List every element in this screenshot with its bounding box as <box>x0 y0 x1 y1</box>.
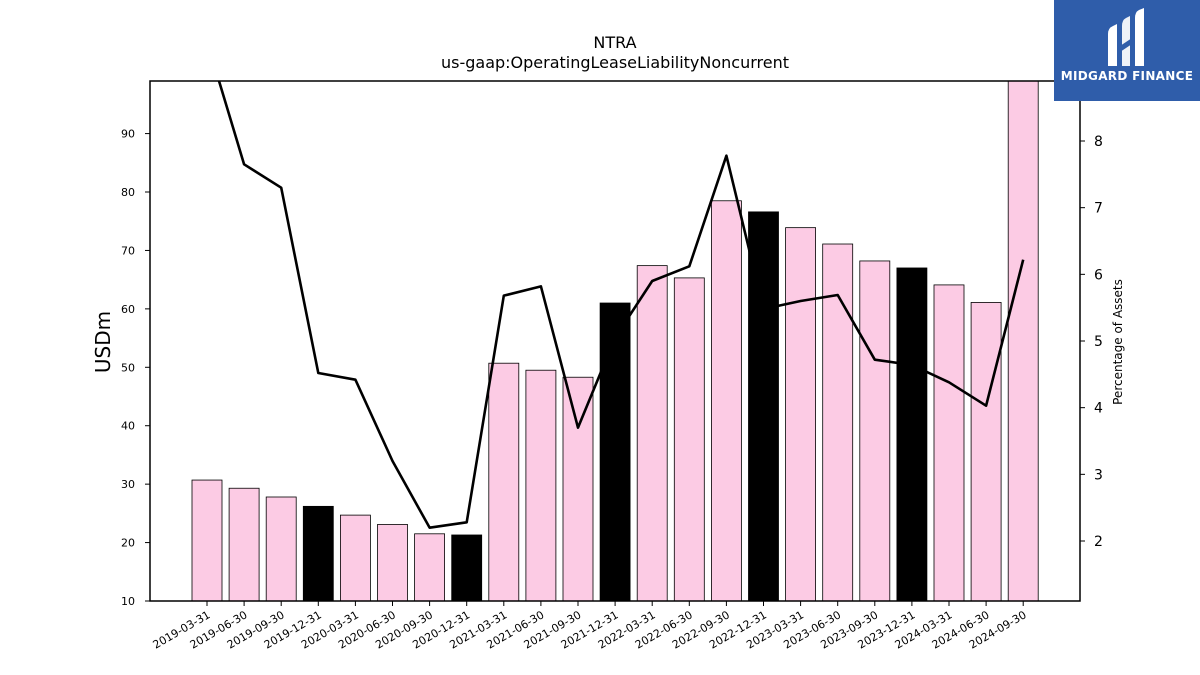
bar-2023-09-30 <box>859 260 891 602</box>
bar-2021-12-31 <box>599 302 631 602</box>
bar-2020-09-30 <box>414 533 446 602</box>
bar-2020-06-30 <box>377 524 408 602</box>
y-tick-label-50: 50 <box>121 361 135 374</box>
bar-2023-06-30 <box>822 243 854 602</box>
bar-2024-03-31 <box>933 284 965 602</box>
bar-2019-03-31 <box>191 479 223 602</box>
y-tick-label-90: 90 <box>121 128 135 141</box>
y-tick-label-70: 70 <box>121 244 135 257</box>
bar-2024-06-30 <box>970 302 1002 602</box>
y2-tick-label-4: 4 <box>1094 401 1103 417</box>
bar-2022-06-30 <box>673 277 705 602</box>
line-layer <box>217 81 1025 529</box>
logo-mark-icon <box>1108 8 1144 66</box>
bar-2023-03-31 <box>785 227 816 602</box>
bar-2021-06-30 <box>525 369 557 602</box>
bars-layer <box>191 80 1039 602</box>
bar-2022-03-31 <box>636 265 668 602</box>
y2-tick-label-7: 7 <box>1094 201 1103 217</box>
bar-2021-09-30 <box>562 376 594 602</box>
y2-tick-label-6: 6 <box>1094 267 1103 283</box>
y-axis-label: USDm <box>91 311 115 373</box>
y2-tick-label-2: 2 <box>1094 534 1103 550</box>
y-tick-label-40: 40 <box>121 420 135 433</box>
y2-tick-label-5: 5 <box>1094 334 1103 350</box>
bar-2019-09-30 <box>265 496 297 602</box>
y-tick-label-80: 80 <box>121 186 135 199</box>
y2-axis-label: Percentage of Assets <box>1111 279 1125 405</box>
bar-2020-12-31 <box>451 534 483 602</box>
bar-2023-12-31 <box>896 267 928 602</box>
midgard-finance-logo: MIDGARD FINANCE <box>1054 0 1200 101</box>
y2-tick-label-8: 8 <box>1094 134 1103 150</box>
y-tick-label-60: 60 <box>121 303 135 316</box>
chart-subtitle: us-gaap:OperatingLeaseLiabilityNoncurren… <box>441 53 789 72</box>
bar-2019-12-31 <box>302 505 334 602</box>
bar-2022-12-31 <box>748 211 779 602</box>
chart-title: NTRA <box>593 33 636 52</box>
bar-2022-09-30 <box>711 200 742 602</box>
bar-2019-06-30 <box>228 487 260 602</box>
y2-tick-label-3: 3 <box>1094 467 1103 483</box>
y-tick-label-30: 30 <box>121 478 135 491</box>
bar-2024-09-30 <box>1007 80 1039 602</box>
y-tick-label-10: 10 <box>121 595 135 608</box>
y-tick-label-20: 20 <box>121 537 135 550</box>
bar-2021-03-31 <box>488 362 520 602</box>
percentage-line <box>217 81 1025 529</box>
bar-2020-03-31 <box>339 514 371 602</box>
logo-text: MIDGARD FINANCE <box>1060 69 1194 83</box>
